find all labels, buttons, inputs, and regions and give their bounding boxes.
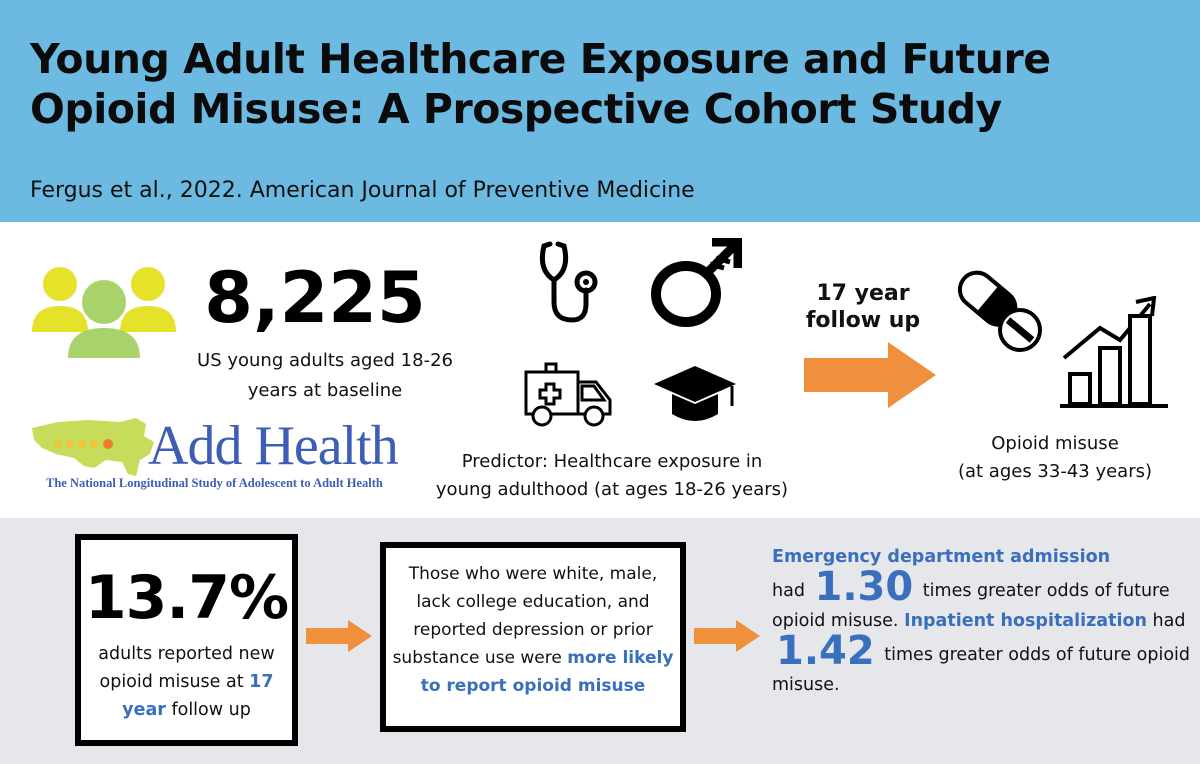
sample-caption-line-2: years at baseline	[247, 380, 403, 401]
odds-results: Emergency department admission had 1.30 …	[772, 542, 1192, 700]
prevalence-text-a: adults reported new opioid misuse at	[98, 644, 275, 692]
odds-ratio-ed: 1.30	[814, 564, 914, 610]
add-health-logo-name: Add Health	[148, 415, 399, 477]
bar-chart-trend-icon	[1060, 296, 1168, 408]
title-line-2: Opioid Misuse: A Prospective Cohort Stud…	[30, 85, 1002, 133]
arrow-right-icon	[694, 620, 760, 652]
followup-line-2: follow up	[805, 308, 921, 333]
followup-label: 17 year follow up	[798, 280, 928, 334]
outcome-line-1: Opioid misuse	[991, 433, 1119, 454]
odds-text-a: times greater odds of future opioid misu…	[772, 581, 1170, 631]
sample-caption-line-1: US young adults aged 18-26	[197, 350, 453, 371]
risk-factors-highlight: more likely to report opioid misuse	[420, 648, 674, 696]
prevalence-text-b: follow up	[165, 700, 251, 720]
ed-admission-label: Emergency department admission	[772, 547, 1111, 567]
citation: Fergus et al., 2022. American Journal of…	[30, 178, 695, 203]
header-band: Young Adult Healthcare Exposure and Futu…	[0, 0, 1200, 222]
odds-ratio-inpatient: 1.42	[776, 628, 875, 674]
prevalence-highlight: 17 year	[122, 672, 274, 720]
study-design-section	[0, 222, 1200, 518]
risk-factors-text: Those who were white, male, lack college…	[392, 560, 674, 700]
predictor-caption-line-1: Predictor: Healthcare exposure in	[461, 451, 763, 472]
add-health-logo-subtitle: The National Longitudinal Study of Adole…	[46, 476, 383, 490]
predictor-caption: Predictor: Healthcare exposure in young …	[432, 448, 792, 504]
arrow-right-icon	[306, 620, 372, 652]
finding-risk-factors-box: Those who were white, male, lack college…	[380, 542, 686, 732]
page-title: Young Adult Healthcare Exposure and Futu…	[30, 34, 1130, 134]
title-line-1: Young Adult Healthcare Exposure and Futu…	[30, 35, 1051, 83]
us-map-icon	[32, 418, 154, 476]
risk-factors-text-a: Those who were white, male, lack college…	[392, 564, 658, 668]
pill-icon	[957, 270, 1042, 352]
prevalence-percent: 13.7%	[84, 563, 289, 633]
odds-text-b: times greater odds of future opioid misu…	[772, 645, 1191, 695]
finding-prevalence-box: 13.7% adults reported new opioid misuse …	[75, 534, 298, 746]
predictor-caption-line-2: young adulthood (at ages 18-26 years)	[435, 479, 789, 500]
sample-count: 8,225	[204, 257, 426, 339]
inpatient-label: Inpatient hospitalization	[904, 611, 1147, 631]
graduation-cap-icon	[654, 366, 736, 421]
outcome-line-2: (at ages 33-43 years)	[957, 461, 1153, 482]
had-1: had	[772, 581, 805, 601]
followup-line-1: 17 year	[816, 281, 910, 306]
people-icon	[32, 267, 176, 358]
outcome-caption: Opioid misuse (at ages 33-43 years)	[940, 430, 1170, 486]
male-symbol-icon	[651, 238, 742, 327]
had-2: had	[1152, 611, 1186, 631]
ambulance-icon	[524, 362, 612, 427]
sample-caption: US young adults aged 18-26 years at base…	[180, 346, 470, 406]
arrow-right-icon	[804, 342, 936, 408]
prevalence-text: adults reported new opioid misuse at 17 …	[81, 640, 292, 724]
stethoscope-icon	[539, 241, 598, 323]
